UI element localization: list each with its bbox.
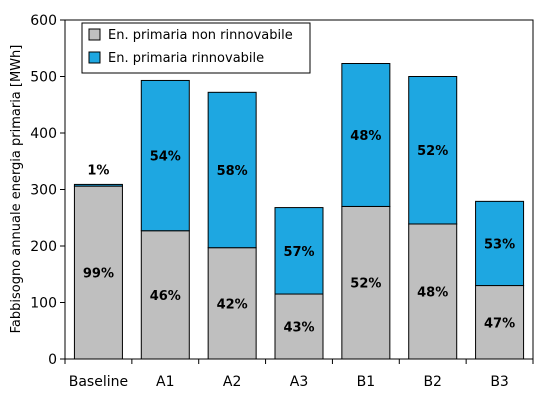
plot-area-frame <box>64 19 534 360</box>
bar-segment <box>207 247 257 360</box>
bar-segment <box>408 76 458 225</box>
x-tick-label: Baseline <box>69 374 128 390</box>
bar-segment <box>274 207 324 295</box>
x-axis-ticks: Baseline A1 A2 A3 B1 B2 B3 <box>64 359 534 390</box>
x-tick-label: A1 <box>156 374 174 390</box>
data-label: 47% <box>484 316 515 331</box>
bar-segment <box>408 223 458 360</box>
x-tick-label: B1 <box>357 374 376 390</box>
y-tick-label: 400 <box>30 126 57 142</box>
bar-segment <box>274 293 324 360</box>
data-label: 57% <box>283 245 314 260</box>
bar-segment <box>475 285 525 360</box>
legend-label: En. primaria non rinnovabile <box>108 28 293 43</box>
x-tick-label: A2 <box>223 374 241 390</box>
data-label: 54% <box>150 150 181 165</box>
x-tick-label: B2 <box>423 374 442 390</box>
x-tick-label: B3 <box>490 374 509 390</box>
data-label: 52% <box>417 144 448 159</box>
y-tick-label: 500 <box>30 70 57 86</box>
bar-segment <box>475 200 525 287</box>
data-label: 1% <box>87 163 109 178</box>
data-label: 43% <box>283 321 314 336</box>
bar-segment <box>341 205 391 360</box>
legend-box <box>81 22 311 74</box>
data-label: 99% <box>83 267 114 282</box>
y-axis-label: Fabbisogno annuale energia primaria [MWh… <box>9 45 24 334</box>
y-tick-label: 100 <box>30 296 57 312</box>
legend-swatch <box>88 51 101 64</box>
bar-segment <box>140 230 190 360</box>
data-label: 53% <box>484 237 515 252</box>
legend-swatch <box>88 28 101 41</box>
data-label: 52% <box>350 277 381 292</box>
y-tick-label: 200 <box>30 239 57 255</box>
bars: 99% 1% 46% 54% 42% 58% 43% 57% 52% 48% 48% 52% 47% 53… <box>73 63 525 360</box>
legend-label: En. primaria rinnovabile <box>108 51 264 66</box>
x-tick-label: A3 <box>290 374 308 390</box>
bar-segment <box>207 91 257 249</box>
bar-segment <box>341 63 391 207</box>
data-label: 42% <box>217 297 248 312</box>
data-label: 46% <box>150 289 181 304</box>
data-label: 48% <box>417 285 448 300</box>
legend: En. primaria non rinnovabile En. primaria… <box>81 22 311 74</box>
y-tick-label: 600 <box>30 13 57 29</box>
bar-segment <box>140 79 190 232</box>
data-label: 48% <box>350 129 381 144</box>
bar-segment <box>73 183 123 187</box>
data-label: 58% <box>217 164 248 179</box>
y-axis-ticks: 0 100 200 300 400 500 600 <box>30 13 65 368</box>
y-tick-label: 0 <box>48 352 57 368</box>
y-tick-label: 300 <box>30 183 57 199</box>
